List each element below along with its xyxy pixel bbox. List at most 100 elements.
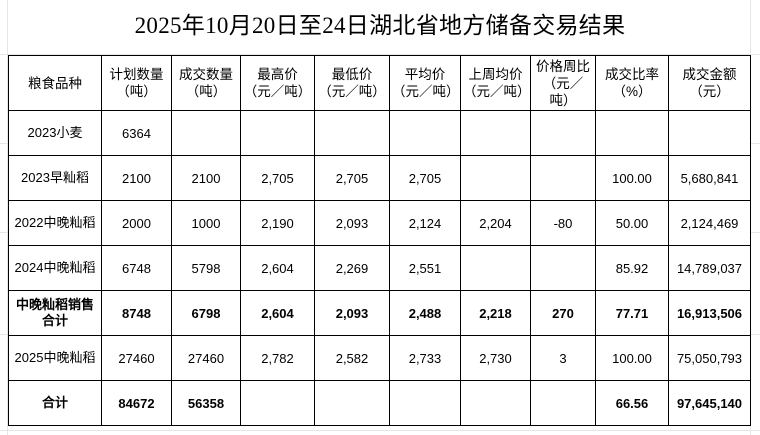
cell-min-price: 2,582 <box>314 335 390 381</box>
header-main-text: 成交比率 <box>605 67 659 82</box>
table-row: 2023早籼稻 2100 2100 2,705 2,705 2,705 100.… <box>8 155 751 201</box>
cell-last-week-average-price: 2,730 <box>460 335 531 381</box>
header-main-text: 计划数量 <box>109 67 164 82</box>
cell-last-week-average-price <box>460 155 531 201</box>
cell-min-price: 2,093 <box>314 200 390 246</box>
header-main-text: 价格周比 <box>536 58 590 74</box>
cell-price-week-change <box>530 380 596 426</box>
header-unit-text: （吨） <box>185 84 227 99</box>
cell-average-price <box>389 110 461 156</box>
cell-max-price: 2,190 <box>240 200 315 246</box>
column-header-deal-amount: 成交金额 （元） <box>668 55 751 111</box>
cell-deal-rate: 100.00 <box>595 155 669 201</box>
cell-deal-rate: 66.56 <box>595 380 669 426</box>
cell-deal-quantity <box>171 110 241 156</box>
cell-deal-amount: 14,789,037 <box>668 245 751 291</box>
variety-name-line1: 中晚籼稻销售 <box>15 297 94 312</box>
cell-deal-quantity: 27460 <box>171 335 241 381</box>
cell-max-price: 2,604 <box>240 290 315 336</box>
cell-price-week-change <box>530 155 596 201</box>
cell-variety: 2025中晚籼稻 <box>8 335 102 381</box>
header-unit-text: （元／吨） <box>542 75 584 108</box>
header-main-text: 粮食品种 <box>28 75 82 91</box>
header-unit-text: （%） <box>612 84 652 99</box>
cell-deal-amount: 5,680,841 <box>668 155 751 201</box>
cell-deal-amount: 16,913,506 <box>668 290 751 336</box>
header-unit-text: （元／吨） <box>243 84 312 99</box>
trade-result-table: 粮食品种 计划数量 （吨） 成交数量 （吨） 最高价 （元／吨） 最低价 <box>8 55 751 426</box>
cell-min-price: 2,705 <box>314 155 390 201</box>
header-main-text: 平均价 <box>404 67 446 82</box>
cell-deal-quantity: 5798 <box>171 245 241 291</box>
cell-average-price: 2,705 <box>389 155 461 201</box>
table-row: 2022中晚籼稻 2000 1000 2,190 2,093 2,124 2,2… <box>8 200 751 246</box>
cell-plan-quantity: 27460 <box>101 335 172 381</box>
cell-plan-quantity: 8748 <box>101 290 172 336</box>
cell-min-price <box>314 380 390 426</box>
header-main-text: 最低价 <box>331 67 373 82</box>
variety-name-line1: 2022中晚籼稻 <box>14 215 96 230</box>
cell-min-price: 2,269 <box>314 245 390 291</box>
cell-average-price <box>389 380 461 426</box>
variety-name-line1: 合计 <box>41 395 68 410</box>
variety-name-line1: 2023小麦 <box>27 125 83 140</box>
cell-deal-quantity: 1000 <box>171 200 241 246</box>
cell-max-price: 2,604 <box>240 245 315 291</box>
table-row: 2024中晚籼稻 6748 5798 2,604 2,269 2,551 85.… <box>8 245 751 291</box>
header-unit-text: （元／吨） <box>318 84 386 99</box>
header-unit-text: （元） <box>689 84 730 99</box>
cell-max-price: 2,782 <box>240 335 315 381</box>
cell-last-week-average-price <box>460 380 531 426</box>
column-header-deal-rate: 成交比率 （%） <box>595 55 669 111</box>
table-row-subtotal: 中晚籼稻销售 合计 8748 6798 2,604 2,093 2,488 2,… <box>8 290 751 336</box>
cell-deal-amount: 2,124,469 <box>668 200 751 246</box>
cell-price-week-change: 270 <box>530 290 596 336</box>
cell-last-week-average-price: 2,218 <box>460 290 531 336</box>
cell-plan-quantity: 2000 <box>101 200 172 246</box>
column-header-last-week-average-price: 上周均价 （元／吨） <box>460 55 531 111</box>
header-main-text: 成交金额 <box>682 67 737 82</box>
table-row-total: 合计 84672 56358 66.56 97,645,140 <box>8 380 751 426</box>
cell-last-week-average-price <box>460 245 531 291</box>
cell-variety: 2022中晚籼稻 <box>8 200 102 246</box>
table-row: 2025中晚籼稻 27460 27460 2,782 2,582 2,733 2… <box>8 335 751 381</box>
cell-max-price <box>240 380 315 426</box>
variety-name-line1: 2023早籼稻 <box>21 170 89 185</box>
cell-average-price: 2,733 <box>389 335 461 381</box>
column-header-min-price: 最低价 （元／吨） <box>314 55 390 111</box>
cell-deal-rate: 77.71 <box>595 290 669 336</box>
cell-average-price: 2,488 <box>389 290 461 336</box>
header-unit-text: （元／吨） <box>463 84 531 99</box>
table-header-row: 粮食品种 计划数量 （吨） 成交数量 （吨） 最高价 （元／吨） 最低价 <box>8 55 751 111</box>
cell-deal-quantity: 6798 <box>171 290 241 336</box>
cell-min-price: 2,093 <box>314 290 390 336</box>
column-header-deal-quantity: 成交数量 （吨） <box>171 55 241 111</box>
cell-average-price: 2,551 <box>389 245 461 291</box>
cell-deal-amount <box>668 110 751 156</box>
cell-deal-rate <box>595 110 669 156</box>
cell-last-week-average-price <box>460 110 531 156</box>
cell-max-price: 2,705 <box>240 155 315 201</box>
header-unit-text: （吨） <box>116 84 157 99</box>
page-title: 2025年10月20日至24日湖北省地方储备交易结果 <box>134 13 626 38</box>
table-row: 2023小麦 6364 <box>8 110 751 156</box>
table-body: 2023小麦 6364 2023早籼稻 2100 2100 2,705 2 <box>8 110 751 426</box>
variety-name-line2: 合计 <box>41 313 68 328</box>
cell-variety: 2023早籼稻 <box>8 155 102 201</box>
cell-average-price: 2,124 <box>389 200 461 246</box>
column-header-max-price: 最高价 （元／吨） <box>240 55 315 111</box>
column-header-plan-quantity: 计划数量 （吨） <box>101 55 172 111</box>
cell-plan-quantity: 6748 <box>101 245 172 291</box>
cell-price-week-change: -80 <box>530 200 596 246</box>
header-unit-text: （元／吨） <box>392 84 460 99</box>
cell-deal-rate: 100.00 <box>595 335 669 381</box>
cell-min-price <box>314 110 390 156</box>
header-main-text: 成交数量 <box>179 67 233 82</box>
variety-name-line1: 2025中晚籼稻 <box>14 350 96 365</box>
cell-price-week-change <box>530 110 596 156</box>
variety-name-line1: 2024中晚籼稻 <box>14 260 96 275</box>
header-main-text: 上周均价 <box>468 67 523 82</box>
cell-deal-amount: 75,050,793 <box>668 335 751 381</box>
cell-plan-quantity: 84672 <box>101 380 172 426</box>
cell-deal-quantity: 56358 <box>171 380 241 426</box>
